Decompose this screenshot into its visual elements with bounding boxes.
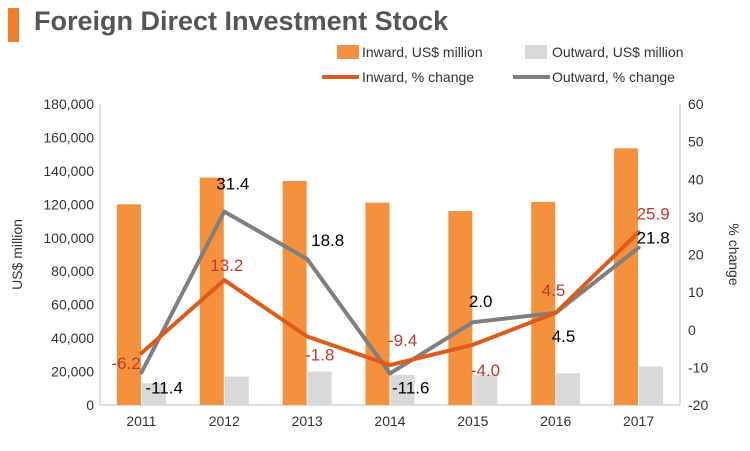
y-tick-label: 100,000 (43, 230, 94, 246)
y2-tick-label: 50 (688, 134, 704, 150)
y2-tick-label: 60 (688, 96, 704, 112)
y2-tick-label: -20 (688, 397, 708, 413)
x-tick-label: 2012 (209, 413, 240, 429)
y-tick-label: 120,000 (43, 196, 94, 212)
bar-inward-2016 (531, 201, 556, 405)
title-accent-bar (8, 8, 19, 42)
legend-swatch-outward-bar (525, 45, 547, 59)
x-tick-label: 2013 (292, 413, 323, 429)
y-tick-label: 60,000 (51, 297, 94, 313)
inward-change-label: 13.2 (210, 256, 243, 275)
y2-tick-label: 30 (688, 209, 704, 225)
bar-outward-2011 (141, 383, 166, 405)
x-tick-label: 2016 (540, 413, 571, 429)
legend-label: Outward, US$ million (552, 44, 684, 60)
bar-inward-2011 (116, 204, 141, 405)
page-title: Foreign Direct Investment Stock (34, 6, 449, 36)
bar-outward-2016 (556, 373, 581, 405)
bar-inward-2013 (282, 180, 307, 405)
inward-change-label: -9.4 (388, 331, 417, 350)
outward-change-label: 21.8 (637, 229, 670, 248)
bar-inward-2017 (614, 148, 639, 405)
inward-change-line (139, 230, 641, 368)
y-axis-title: US$ million (9, 219, 25, 290)
y2-tick-label: 20 (688, 247, 704, 263)
y2-axis-title: % change (726, 223, 742, 285)
y2-tick-label: 0 (688, 322, 696, 338)
outward-change-label: 18.8 (311, 231, 344, 250)
bar-outward-2017 (639, 366, 664, 405)
legend-label: Outward, % change (552, 69, 675, 85)
bar-outward-2014 (390, 374, 415, 405)
y-tick-label: 160,000 (43, 129, 94, 145)
y-tick-label: 140,000 (43, 163, 94, 179)
outward-change-label: 4.5 (552, 327, 576, 346)
inward-change-label: -1.8 (305, 346, 334, 365)
bar-inward-2014 (365, 202, 390, 405)
bar-outward-2012 (224, 376, 249, 405)
outward-change-label: -11.4 (145, 379, 183, 398)
y-tick-label: 80,000 (51, 263, 94, 279)
y-tick-label: 180,000 (43, 96, 94, 112)
y2-tick-label: -10 (688, 359, 708, 375)
inward-change-label: -4.0 (471, 361, 500, 380)
inward-change-label: 25.9 (637, 204, 670, 223)
y-tick-label: 20,000 (51, 364, 94, 380)
x-tick-label: 2015 (457, 413, 488, 429)
outward-change-label: 31.4 (216, 175, 249, 194)
inward-change-label: -6.2 (111, 354, 140, 373)
x-tick-label: 2017 (623, 413, 654, 429)
outward-change-label: -11.6 (392, 378, 430, 397)
x-tick-label: 2011 (126, 413, 156, 429)
outward-change-label: 2.0 (469, 292, 493, 311)
y2-tick-label: 10 (688, 284, 704, 300)
y-tick-label: 0 (86, 397, 94, 413)
x-tick-label: 2014 (374, 413, 405, 429)
bar-outward-2015 (473, 374, 498, 405)
bar-inward-2015 (448, 211, 473, 405)
legend-label: Inward, % change (362, 69, 474, 85)
bar-outward-2013 (307, 371, 332, 405)
legend-swatch-inward-bar (337, 45, 359, 59)
legend-label: Inward, US$ million (362, 44, 483, 60)
y-tick-label: 40,000 (51, 330, 94, 346)
inward-change-label: 4.5 (542, 281, 566, 300)
y2-tick-label: 40 (688, 171, 704, 187)
